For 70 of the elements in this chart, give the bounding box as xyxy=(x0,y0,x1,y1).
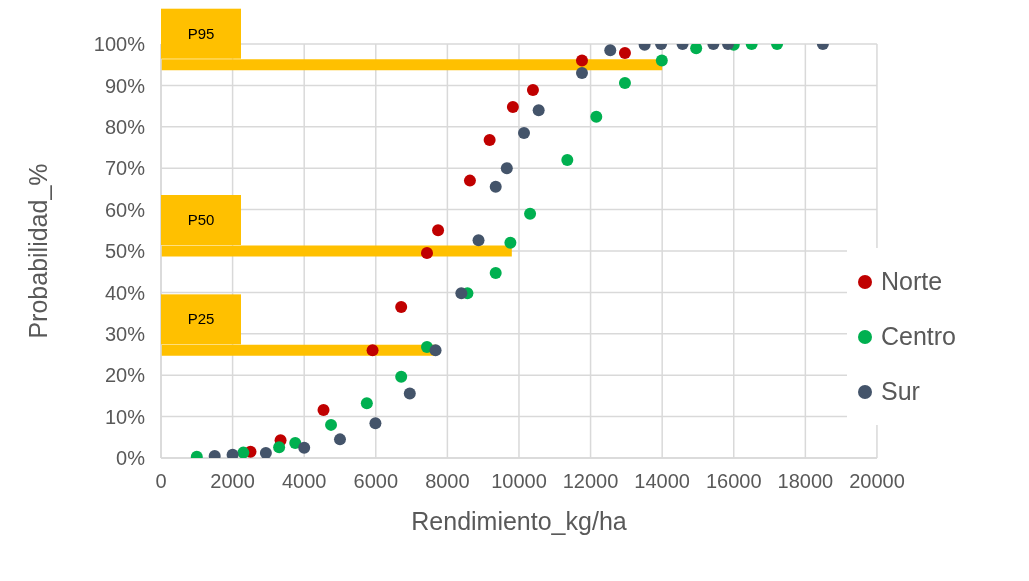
y-tick-label: 40% xyxy=(104,281,146,304)
x-tick-label: 10000 xyxy=(491,470,547,493)
point xyxy=(289,437,302,450)
point xyxy=(317,403,330,416)
point xyxy=(237,446,250,458)
series-label: P50 xyxy=(187,210,215,228)
point xyxy=(395,370,408,383)
point xyxy=(604,44,617,57)
y-tick-label: 50% xyxy=(104,240,146,263)
y-tick-label: 20% xyxy=(104,364,146,387)
point xyxy=(360,397,373,410)
point xyxy=(333,433,346,446)
point xyxy=(455,287,468,300)
x-axis-title: Rendimiento_kg/ha xyxy=(411,507,627,535)
series-label: P25 xyxy=(187,310,215,328)
point xyxy=(489,266,502,279)
point xyxy=(500,162,513,175)
x-tick-label: 18000 xyxy=(777,470,834,493)
x-tick-label: 4000 xyxy=(281,470,327,493)
x-tick-label: 6000 xyxy=(353,470,399,493)
point xyxy=(504,236,517,249)
y-axis-title: Probabilidad_% xyxy=(23,163,52,339)
point xyxy=(463,174,476,187)
y-tick-label: 0% xyxy=(116,447,146,470)
point xyxy=(429,344,442,357)
point xyxy=(472,234,485,247)
point xyxy=(395,300,408,313)
point xyxy=(517,127,530,140)
point xyxy=(325,418,338,431)
point xyxy=(483,134,496,147)
x-tick-label: 2000 xyxy=(210,470,255,493)
x-tick-label: 20000 xyxy=(849,470,905,493)
y-tick-label: 100% xyxy=(93,33,146,56)
point xyxy=(259,447,272,458)
point xyxy=(590,110,603,123)
point xyxy=(273,441,286,454)
y-tick-label: 10% xyxy=(104,405,146,428)
x-tick-label: 16000 xyxy=(705,470,762,493)
legend-label: Centro xyxy=(880,322,956,351)
y-tick-label: 90% xyxy=(104,74,146,97)
legend-label: Norte xyxy=(880,267,943,296)
point xyxy=(532,104,545,117)
point xyxy=(618,76,631,89)
x-tick-label: 8000 xyxy=(425,470,470,493)
point xyxy=(618,47,631,60)
point xyxy=(420,247,433,260)
point xyxy=(506,100,519,113)
x-tick-label: 12000 xyxy=(562,470,619,493)
point xyxy=(526,83,539,96)
y-tick-label: 80% xyxy=(104,115,146,138)
point xyxy=(489,180,502,193)
y-tick-label: 60% xyxy=(104,198,146,221)
x-tick-label: 14000 xyxy=(634,470,690,493)
point xyxy=(369,417,382,430)
point xyxy=(524,207,537,220)
point xyxy=(298,441,311,454)
x-tick-label: 0 xyxy=(155,470,167,493)
point xyxy=(690,44,703,55)
point xyxy=(226,448,239,458)
point xyxy=(655,54,668,67)
point xyxy=(575,66,588,79)
point xyxy=(432,224,445,237)
y-tick-label: 70% xyxy=(104,157,146,180)
y-tick-label: 30% xyxy=(104,322,146,345)
series-label: P95 xyxy=(187,24,215,42)
legend-label: Sur xyxy=(880,377,920,406)
point xyxy=(575,54,588,67)
point xyxy=(366,344,379,357)
point xyxy=(403,387,416,400)
point xyxy=(561,153,574,166)
